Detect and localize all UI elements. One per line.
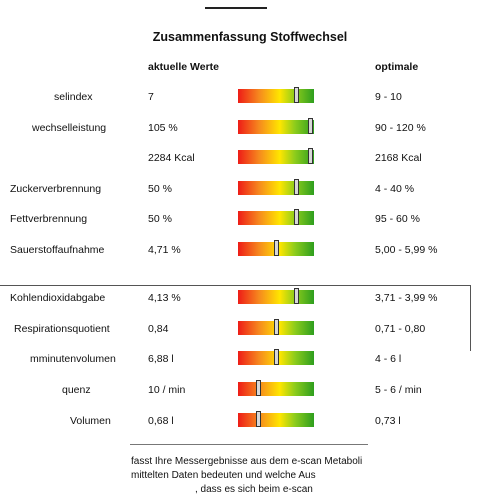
row-label: Fettverbrennung — [10, 213, 88, 225]
table-row: 2284 Kcal 2168 Kcal — [0, 148, 500, 168]
gradient-scale-bar — [238, 179, 314, 195]
row-label: Kohlendioxidabgabe — [10, 292, 106, 304]
current-value: 105 % — [148, 122, 178, 134]
current-value: 4,71 % — [148, 244, 181, 256]
row-label: quenz — [62, 384, 91, 396]
row-label: selindex — [54, 91, 93, 103]
scale-marker — [307, 118, 313, 134]
current-value: 4,13 % — [148, 292, 181, 304]
table-row: Volumen 0,68 l 0,73 l — [0, 411, 500, 431]
current-value: 0,84 — [148, 323, 169, 335]
optimal-value: 95 - 60 % — [375, 213, 420, 225]
table-row: selindex 7 9 - 10 — [0, 87, 500, 107]
scale-marker — [273, 240, 279, 256]
column-header-current: aktuelle Werte — [148, 61, 220, 73]
footer-line-2: mittelten Daten bedeuten und welche Aus — [131, 470, 316, 481]
gradient-scale-bar — [238, 411, 314, 427]
scale-marker — [294, 209, 300, 225]
optimal-value: 2168 Kcal — [375, 152, 422, 164]
gradient-scale-bar — [238, 319, 314, 335]
optimal-value: 9 - 10 — [375, 91, 402, 103]
gradient-scale-bar — [238, 118, 314, 134]
row-label: Respirationsquotient — [14, 323, 110, 335]
footer-line-3: , dass es sich beim e-scan — [195, 484, 313, 495]
column-header-optimal: optimale — [375, 61, 419, 73]
row-label: Sauerstoffaufnahme — [10, 244, 105, 256]
scale-marker — [273, 319, 279, 335]
current-value: 10 / min — [148, 384, 186, 396]
scale-marker — [256, 380, 262, 396]
optimal-value: 3,71 - 3,99 % — [375, 292, 438, 304]
table-row: quenz 10 / min 5 - 6 / min — [0, 380, 500, 400]
row-label: Volumen — [70, 415, 111, 427]
gradient-scale-bar — [238, 288, 314, 304]
current-value: 0,68 l — [148, 415, 174, 427]
gradient-scale-bar — [238, 380, 314, 396]
optimal-value: 4 - 40 % — [375, 183, 415, 195]
gradient-scale-bar — [238, 209, 314, 225]
gradient-scale-bar — [238, 148, 314, 164]
optimal-value: 5 - 6 / min — [375, 384, 422, 396]
table-row: Fettverbrennung 50 % 95 - 60 % — [0, 209, 500, 229]
current-value: 2284 Kcal — [148, 152, 195, 164]
scale-marker — [294, 179, 300, 195]
table-row: Kohlendioxidabgabe 4,13 % 3,71 - 3,99 % — [0, 288, 500, 308]
table-row: Zuckerverbrennung 50 % 4 - 40 % — [0, 179, 500, 199]
optimal-value: 90 - 120 % — [375, 122, 426, 134]
optimal-value: 4 - 6 l — [375, 353, 402, 365]
section-side-rule — [470, 285, 471, 351]
top-rule — [205, 7, 267, 9]
current-value: 6,88 l — [148, 353, 174, 365]
row-label: Zuckerverbrennung — [10, 183, 102, 195]
table-row: mminutenvolumen 6,88 l 4 - 6 l — [0, 349, 500, 369]
table-row: Sauerstoffaufnahme 4,71 % 5,00 - 5,99 % — [0, 240, 500, 260]
scale-marker — [294, 288, 300, 304]
table-row: Respirationsquotient 0,84 0,71 - 0,80 — [0, 319, 500, 339]
scale-marker — [307, 148, 313, 164]
section-divider — [0, 285, 470, 286]
optimal-value: 0,73 l — [375, 415, 401, 427]
page-title: Zusammenfassung Stoffwechsel — [152, 30, 348, 44]
gradient-scale-bar — [238, 240, 314, 256]
gradient-scale-bar — [238, 87, 314, 103]
footer-line-1: fasst Ihre Messergebnisse aus dem e-scan… — [131, 456, 363, 467]
table-row: wechselleistung 105 % 90 - 120 % — [0, 118, 500, 138]
current-value: 50 % — [148, 213, 172, 225]
current-value: 7 — [148, 91, 154, 103]
scale-marker — [256, 411, 262, 427]
current-value: 50 % — [148, 183, 172, 195]
footer-divider — [130, 444, 368, 445]
scale-marker — [273, 349, 279, 365]
optimal-value: 5,00 - 5,99 % — [375, 244, 438, 256]
scale-marker — [294, 87, 300, 103]
optimal-value: 0,71 - 0,80 — [375, 323, 426, 335]
gradient-scale-bar — [238, 349, 314, 365]
row-label: mminutenvolumen — [30, 353, 116, 365]
row-label: wechselleistung — [32, 122, 107, 134]
